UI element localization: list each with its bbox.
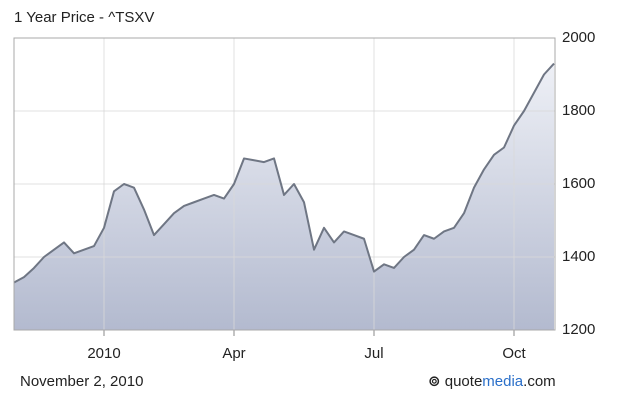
area [14, 63, 554, 331]
source-part: .com [523, 373, 556, 390]
y-tick-label: 1400 [562, 248, 595, 265]
price-line [13, 62, 555, 284]
plot-frame [13, 37, 556, 331]
y-tick-label: 2000 [562, 29, 595, 46]
x-tick-label: Oct [502, 345, 526, 362]
x-tick-label: Apr [222, 345, 245, 362]
y-tick-label: 1600 [562, 175, 595, 192]
date-label: November 2, 2010 [20, 373, 143, 390]
source-part: media [482, 373, 524, 390]
x-tick-label: 2010 [87, 345, 120, 362]
x-tick-label: Jul [364, 345, 383, 362]
y-tick-label: 1200 [562, 321, 595, 338]
source-part: quote [445, 373, 483, 390]
y-tick-label: 1800 [562, 102, 595, 119]
source-logo: ⊚ quotemedia.com [428, 373, 556, 390]
chart-title: 1 Year Price - ^TSXV [14, 9, 154, 26]
